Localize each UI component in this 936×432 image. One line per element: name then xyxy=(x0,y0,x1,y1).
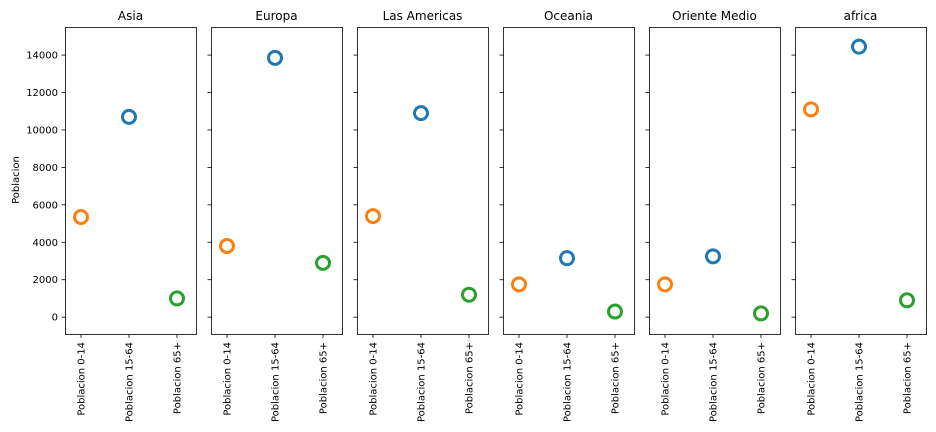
panel-africa: africa Poblacion 0-14 Poblacion 15-64 Pobla… xyxy=(791,9,927,422)
panel-oriente-medio: Oriente Medio Poblacion 0-14 Poblacion 15-… xyxy=(645,9,781,422)
data-point xyxy=(705,248,721,265)
panel-asia: Asia 0 2000 4000 6000 8000 10000 12000 14000 Pobl… xyxy=(26,9,197,422)
data-point xyxy=(753,305,769,322)
x-tick-label: Poblacion 0-14 xyxy=(807,342,818,416)
data-point xyxy=(657,276,673,293)
axes-frame xyxy=(357,27,489,335)
panel-title: Asia xyxy=(118,9,143,23)
y-tick-label: 10000 xyxy=(26,125,58,136)
data-point xyxy=(267,49,283,66)
data-point xyxy=(803,101,819,118)
panel-title: Las Americas xyxy=(383,9,463,23)
y-tick-label: 0 xyxy=(52,313,58,324)
x-tick-label: Poblacion 0-14 xyxy=(369,342,380,416)
x-tick-label: Poblacion 65+ xyxy=(465,342,476,414)
axes-frame xyxy=(211,27,343,335)
data-point xyxy=(511,276,527,293)
data-point xyxy=(899,292,915,309)
x-tick-label: Poblacion 0-14 xyxy=(515,342,526,416)
x-tick-label: Poblacion 15-64 xyxy=(271,342,282,422)
y-axis-label: Poblacion xyxy=(11,156,22,204)
y-tick-label: 2000 xyxy=(33,275,58,286)
axes-frame xyxy=(503,27,635,335)
data-point xyxy=(219,238,235,255)
data-point xyxy=(851,38,867,55)
x-tick-label: Poblacion 65+ xyxy=(757,342,768,414)
data-point xyxy=(73,209,89,226)
data-point xyxy=(413,105,429,122)
panel-title: Oriente Medio xyxy=(672,9,757,23)
data-point xyxy=(461,286,477,303)
x-tick-label: Poblacion 65+ xyxy=(173,342,184,414)
panel-las-americas: Las Americas Poblacion 0-14 Poblacion 15-6… xyxy=(353,9,489,422)
panel-oceania: Oceania Poblacion 0-14 Poblacion 15-64 Pobl… xyxy=(499,9,635,422)
x-tick-label: Poblacion 0-14 xyxy=(223,342,234,416)
data-point xyxy=(365,208,381,225)
x-tick-label: Poblacion 65+ xyxy=(611,342,622,414)
x-tick-label: Poblacion 65+ xyxy=(319,342,330,414)
y-tick-label: 6000 xyxy=(33,200,58,211)
x-tick-label: Poblacion 65+ xyxy=(903,342,914,414)
axes-frame xyxy=(649,27,781,335)
x-tick-label: Poblacion 15-64 xyxy=(563,342,574,422)
data-point xyxy=(169,290,185,307)
axes-frame xyxy=(795,27,927,335)
data-point xyxy=(559,250,575,267)
panel-title: Oceania xyxy=(544,9,593,23)
data-point xyxy=(315,254,331,271)
y-tick-label: 8000 xyxy=(33,163,58,174)
x-tick-label: Poblacion 0-14 xyxy=(661,342,672,416)
axes-frame xyxy=(65,27,197,335)
y-tick-label: 4000 xyxy=(33,238,58,249)
x-tick-label: Poblacion 15-64 xyxy=(709,342,720,422)
y-tick-label: 12000 xyxy=(26,88,58,99)
data-point xyxy=(607,303,623,320)
panel-title: africa xyxy=(844,9,878,23)
x-tick-label: Poblacion 15-64 xyxy=(417,342,428,422)
y-tick-label: 14000 xyxy=(26,51,58,62)
x-tick-label: Poblacion 0-14 xyxy=(77,342,88,416)
panel-europa: Europa Poblacion 0-14 Poblacion 15-64 Pobla… xyxy=(207,9,343,422)
x-tick-label: Poblacion 15-64 xyxy=(125,342,136,422)
panel-title: Europa xyxy=(255,9,297,23)
x-tick-label: Poblacion 15-64 xyxy=(855,342,866,422)
data-point xyxy=(121,108,137,125)
